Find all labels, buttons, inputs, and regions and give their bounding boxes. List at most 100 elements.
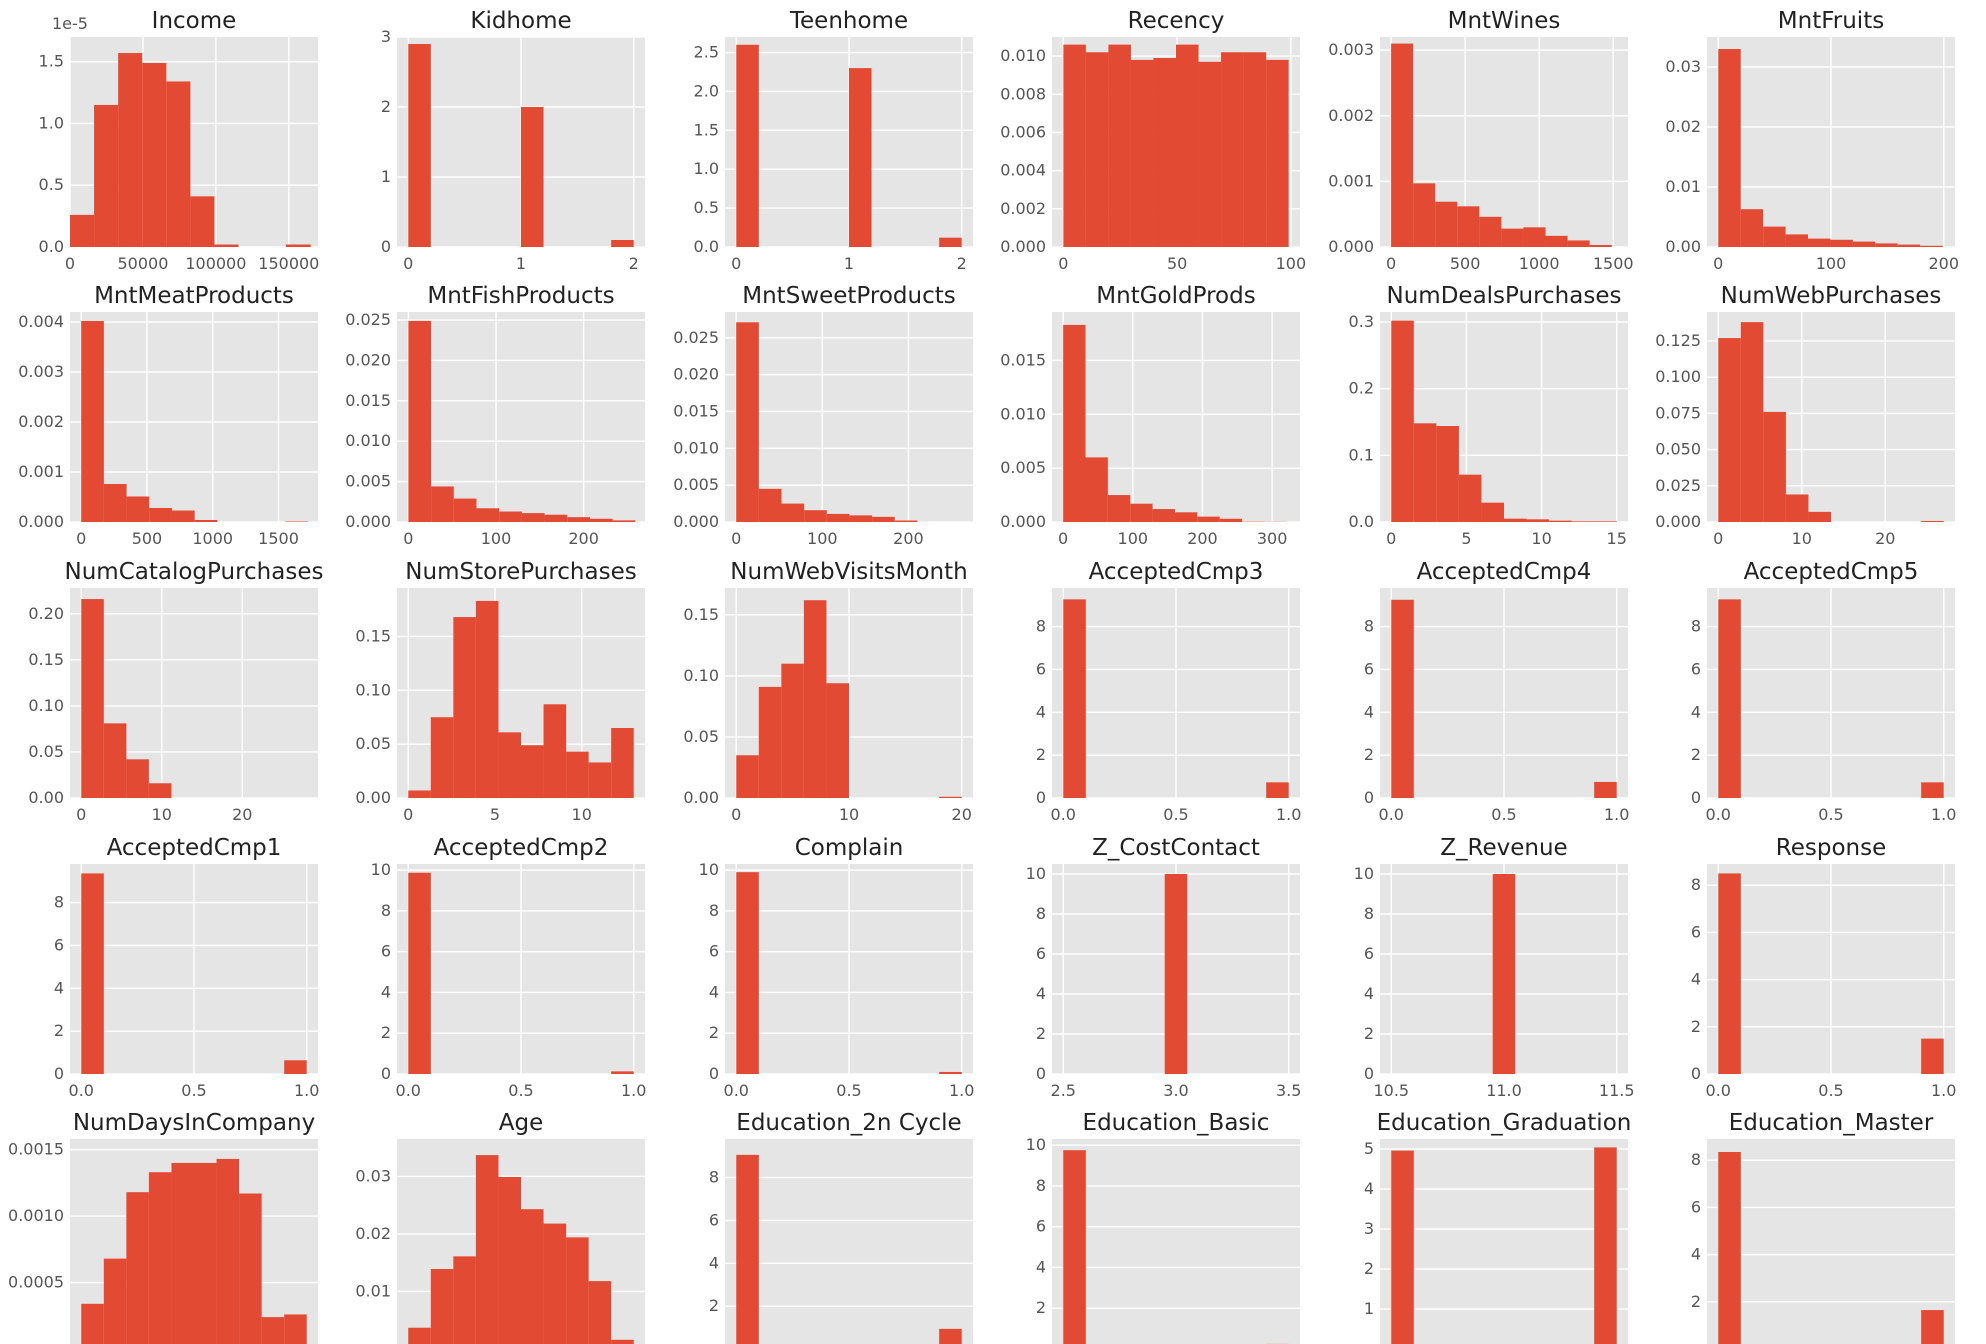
y-tick-label: 0.002 (18, 412, 64, 431)
histogram-bar (1504, 518, 1527, 522)
x-tick-label: 11.5 (1599, 1081, 1635, 1100)
panel-numwebpurchases: 0 10 20 0.000 0.025 0.050 0.075 0.100 0.125 NumWe… (1655, 283, 1955, 548)
histogram-bar (589, 518, 613, 522)
y-tick-label: 4 (1364, 1179, 1374, 1198)
y-tick-label: 0.002 (1328, 106, 1374, 125)
histogram-bar (521, 513, 545, 522)
x-tick-label: 0 (1386, 254, 1396, 273)
y-tick-label: 6 (709, 942, 719, 961)
x-tick-label: 0 (731, 529, 741, 548)
y-tick-label: 0.075 (1655, 403, 1701, 422)
panel-title: Education_Graduation (1377, 1110, 1632, 1136)
x-tick-label: 0.5 (181, 1081, 206, 1100)
panel-title: MntFruits (1778, 8, 1884, 34)
histogram-bar (1921, 1038, 1944, 1074)
y-tick-label: 0.000 (1655, 512, 1701, 531)
histogram-bar (1718, 599, 1741, 798)
x-tick-label: 150000 (258, 254, 319, 273)
y-tick-label: 6 (1036, 1217, 1046, 1236)
y-tick-label: 0.020 (673, 365, 719, 384)
histogram-bar (453, 498, 477, 522)
panel-numcatalogpurchases: 0 10 20 0.00 0.05 0.10 0.15 0.20NumCatalogPurch… (28, 559, 323, 824)
histogram-bar (804, 510, 827, 522)
x-tick-label: 1.0 (621, 1081, 646, 1100)
x-tick-label: 0 (76, 805, 86, 824)
y-tick-label: 0.0 (694, 237, 719, 256)
y-tick-label: 0.00 (355, 788, 391, 807)
panel-title: NumDealsPurchases (1387, 283, 1622, 309)
panel-title: MntGoldProds (1096, 283, 1255, 309)
panel-title: Kidhome (470, 8, 571, 34)
panel-recency: 0 50 100 0.000 0.002 0.004 0.006 0.008 0.010 Rece… (1000, 8, 1306, 273)
histogram-bar (521, 745, 544, 798)
y-tick-label: 0.005 (673, 475, 719, 494)
panel-title: AcceptedCmp1 (107, 835, 282, 861)
x-tick-label: 0 (1058, 254, 1068, 273)
histogram-bar (1785, 494, 1809, 522)
axes-background (1380, 1139, 1628, 1344)
y-tick-label: 2 (1364, 1024, 1374, 1043)
histogram-bar (1266, 782, 1289, 798)
x-tick-label: 2 (957, 254, 967, 273)
panel-complain: 0.0 0.5 1.0 0 2 4 6 8 10 Complain (699, 835, 975, 1100)
x-tick-label: 100 (1118, 529, 1149, 548)
panel-title: Teenhome (789, 8, 908, 34)
histogram-bar (149, 508, 172, 522)
histogram-bar (194, 1162, 217, 1344)
y-tick-label: 0.03 (1665, 57, 1701, 76)
histogram-bar (1897, 244, 1921, 247)
y-tick-label: 2 (381, 1023, 391, 1042)
y-tick-label: 1 (1364, 1299, 1374, 1318)
histogram-bar (566, 1237, 589, 1344)
histogram-bar (430, 1269, 454, 1344)
histogram-bar (611, 728, 634, 798)
histogram-bar (498, 732, 521, 798)
panel-kidhome: 0 1 2 0 1 2 3 Kidhome (381, 8, 645, 273)
axis-offset-label: 1e-5 (52, 14, 88, 33)
panel-mntgoldprods: 0 100 200 300 0.000 0.005 0.010 0.015 MntGoldPro… (1000, 283, 1300, 548)
histogram-bar (872, 516, 895, 522)
histogram-bar (1718, 873, 1741, 1074)
x-tick-label: 1000 (1519, 254, 1560, 273)
x-tick-label: 10 (152, 805, 172, 824)
y-tick-label: 0.01 (1665, 177, 1701, 196)
y-tick-label: 4 (709, 982, 719, 1001)
histogram-bar (758, 686, 782, 798)
y-tick-label: 2 (54, 1021, 64, 1040)
histogram-bar (431, 486, 454, 522)
histogram-bar (1391, 1150, 1414, 1344)
histogram-bar (826, 683, 849, 798)
axes-background (1052, 1139, 1300, 1344)
x-tick-label: 20 (952, 805, 972, 824)
histogram-bar (1152, 509, 1175, 522)
histogram-bar (1174, 512, 1198, 522)
y-tick-label: 6 (1364, 944, 1374, 963)
histogram-bar (475, 1155, 499, 1344)
histogram-bar (1785, 234, 1809, 247)
histogram-bar (588, 762, 612, 798)
x-tick-label: 10 (1792, 529, 1812, 548)
histogram-bar (285, 244, 311, 247)
histogram-bar (1063, 44, 1086, 247)
x-tick-label: 0.0 (396, 1081, 421, 1100)
x-tick-label: 20 (1875, 529, 1895, 548)
x-tick-label: 1500 (1593, 254, 1634, 273)
histogram-bar (499, 511, 522, 522)
y-tick-label: 1.0 (39, 113, 64, 132)
histogram-bar (70, 214, 95, 247)
x-tick-label: 100 (481, 529, 512, 548)
histogram-bar (1718, 338, 1741, 522)
y-tick-label: 0.1 (1349, 445, 1374, 464)
panel-title: AcceptedCmp4 (1417, 559, 1592, 585)
histogram-bar (126, 1192, 149, 1344)
y-tick-label: 0.000 (673, 512, 719, 531)
histogram-bar (408, 44, 431, 247)
histogram-bar (1718, 49, 1741, 247)
histogram-bar (214, 244, 239, 247)
y-tick-label: 4 (1364, 984, 1374, 1003)
histogram-bar (1740, 209, 1764, 247)
y-tick-label: 0.010 (345, 431, 391, 450)
histogram-bar (1130, 503, 1153, 522)
histogram-bar (1740, 322, 1764, 522)
histogram-bar (543, 704, 567, 798)
